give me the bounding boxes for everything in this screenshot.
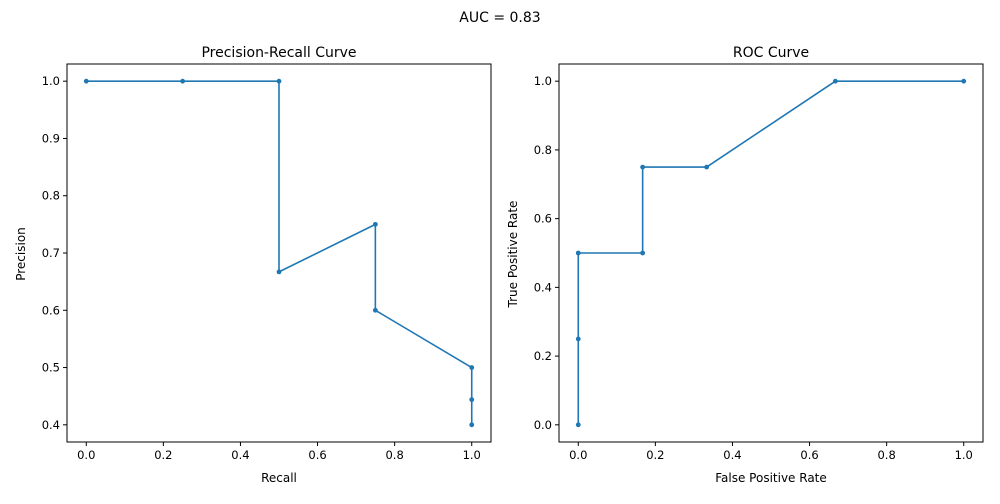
precision-recall-title: Precision-Recall Curve [201,45,356,61]
roc-data-point [832,78,838,84]
figure-suptitle: AUC = 0.83 [459,10,540,26]
roc-ytick-label: 0.2 [534,349,552,363]
roc-xtick-label: 0.8 [877,448,895,462]
precision-recall-xtick-label: 0.4 [231,448,249,462]
roc-data-point [704,164,710,170]
roc-xtick-label: 0.4 [723,448,741,462]
roc-ytick-label: 1.0 [534,74,552,88]
precision-recall-ytick-label: 0.9 [42,131,60,145]
precision-recall-data-point [83,78,89,84]
precision-recall-data-point [372,221,378,227]
roc-series-line [577,80,964,425]
roc-data-point [575,422,581,428]
precision-recall-data-point [276,78,282,84]
precision-recall-data-point [180,78,186,84]
roc-data-point [640,250,646,256]
precision-recall-ytick-label: 0.5 [42,361,60,375]
roc-xtick-label: 0.6 [800,448,818,462]
precision-recall-data-point [469,397,475,403]
roc-ytick-label: 0.8 [534,143,552,157]
precision-recall-ytick-label: 0.6 [42,303,60,317]
roc-xtick-label: 0.0 [569,448,587,462]
roc-data-point [640,164,646,170]
precision-recall-data-point [469,422,475,428]
roc-ylabel: True Positive Rate [506,201,520,309]
precision-recall-xtick-label: 1.0 [463,448,481,462]
precision-recall-xtick-label: 0.2 [154,448,172,462]
roc-xlabel: False Positive Rate [715,471,827,485]
precision-recall-data-point [372,307,378,313]
precision-recall-xtick-label: 0.6 [308,448,326,462]
roc-xtick-label: 0.2 [646,448,664,462]
precision-recall-xtick-label: 0.8 [385,448,403,462]
precision-recall-data-point [276,269,282,275]
precision-recall-series-line [86,80,473,425]
roc-data-point [575,336,581,342]
precision-recall-xlabel: Recall [261,471,297,485]
precision-recall-ylabel: Precision [14,227,28,281]
roc-xtick-label: 1.0 [955,448,973,462]
roc-title: ROC Curve [733,45,809,61]
roc-ytick-label: 0.6 [534,212,552,226]
precision-recall-panel: Precision-Recall Curve Recall Precision … [14,45,492,485]
roc-data-point [961,78,967,84]
roc-ytick-label: 0.0 [534,418,552,432]
precision-recall-ytick-label: 0.8 [42,189,60,203]
precision-recall-ytick-label: 0.7 [42,246,60,260]
precision-recall-xtick-label: 0.0 [77,448,95,462]
roc-panel: ROC Curve False Positive Rate True Posit… [506,45,984,485]
roc-ytick-label: 0.4 [534,280,552,294]
precision-recall-ytick-label: 1.0 [42,74,60,88]
precision-recall-data-point [469,365,475,370]
precision-recall-ytick-label: 0.4 [42,418,60,432]
roc-data-point [575,250,581,256]
roc-axes-frame [558,63,984,443]
